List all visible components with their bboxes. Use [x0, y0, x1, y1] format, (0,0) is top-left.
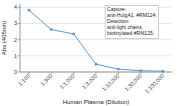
marker	[95, 63, 98, 66]
x-tick	[73, 72, 74, 74]
x-tick-label: 1:100	[17, 73, 31, 87]
y-tick-label: 4	[14, 4, 17, 10]
x-tick	[51, 72, 52, 74]
marker	[72, 33, 75, 36]
x-axis-label: Human Plasma (Dilution)	[63, 99, 130, 105]
annotation-line: biotinylated #RM125.	[107, 30, 154, 36]
marker	[139, 69, 142, 72]
y-tick-label: 2	[14, 37, 17, 43]
marker	[162, 70, 165, 72]
marker	[28, 9, 31, 12]
x-tick-label: 1:300	[39, 73, 53, 87]
x-tick	[163, 72, 164, 74]
y-tick-label: 0	[14, 69, 17, 75]
marker	[117, 68, 120, 71]
y-tick-label: 1	[14, 53, 17, 59]
grid-line	[20, 55, 172, 56]
x-tick	[118, 72, 119, 74]
chart: 0 1 2 3 4 1:100 1:300 1:1,000 1:3,0001:10,0001:3…	[0, 0, 177, 106]
y-axis-label: Abs (405nm)	[1, 21, 7, 55]
x-tick-label: 1:10,000	[101, 73, 120, 92]
y-tick-label: 3	[14, 20, 17, 26]
x-tick	[140, 72, 141, 74]
annotation: Capture:anti-HuIgA1, #RM124;Detection:an…	[107, 6, 156, 36]
x-tick-label: 1:100,000	[144, 73, 166, 95]
grid-line	[20, 39, 172, 40]
y-axis	[20, 4, 21, 72]
x-tick-label: 1:30,000	[123, 73, 142, 92]
x-tick	[96, 72, 97, 74]
x-tick-label: 1:1,000	[59, 73, 76, 90]
marker	[50, 28, 53, 31]
x-tick-label: 1:3,000	[81, 73, 98, 90]
x-tick	[28, 72, 29, 74]
annotation-box	[105, 6, 158, 39]
